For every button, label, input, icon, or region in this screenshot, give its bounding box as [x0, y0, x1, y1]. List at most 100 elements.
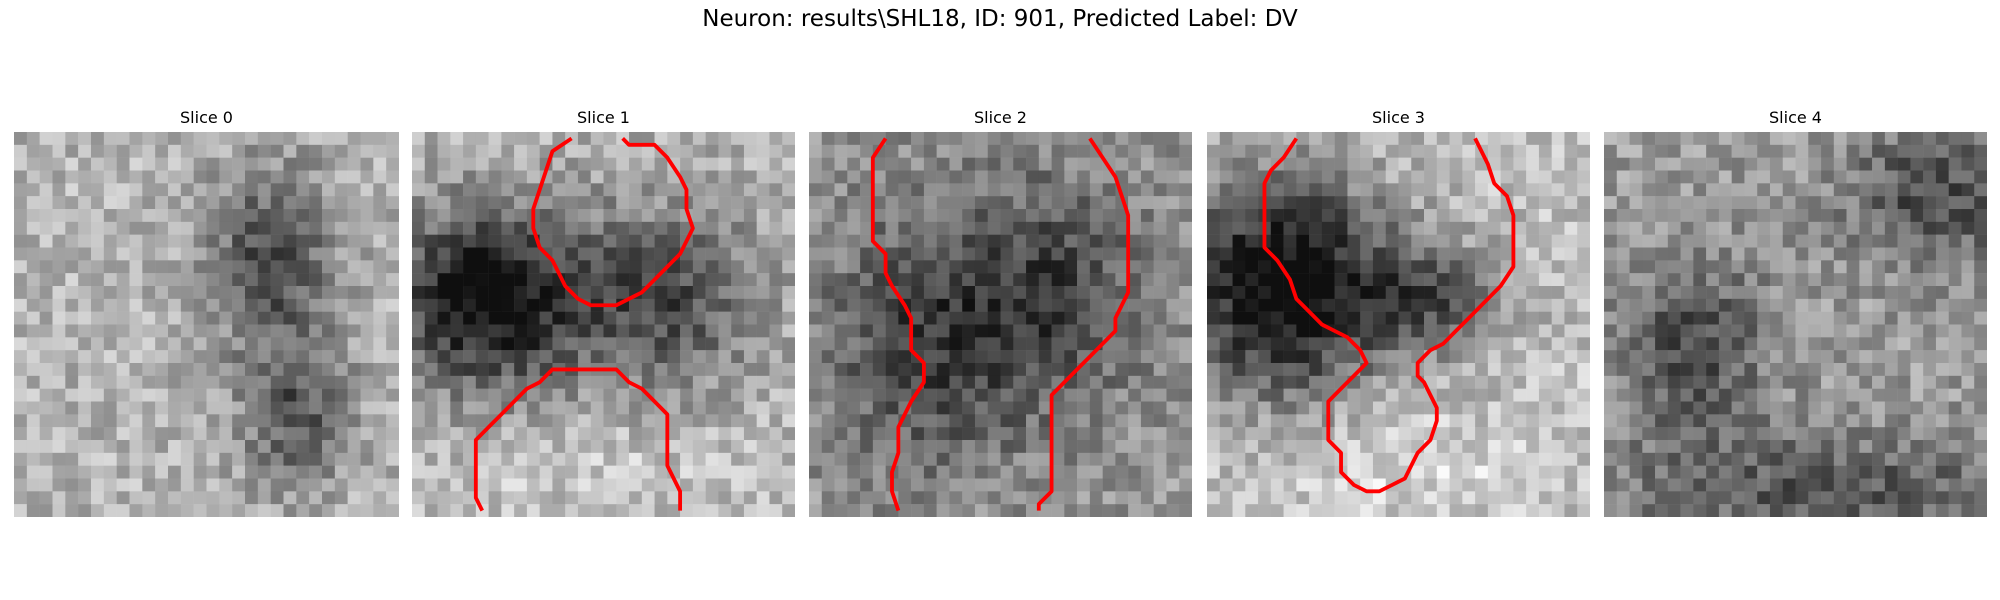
pixel [1897, 209, 1911, 223]
pixel [1038, 388, 1052, 402]
pixel [1513, 504, 1527, 517]
pixel [1166, 221, 1180, 235]
pixel [334, 247, 348, 261]
pixel [257, 440, 271, 454]
pixel [1500, 350, 1514, 364]
pixel [437, 363, 451, 377]
pixel [360, 273, 374, 287]
pixel [1731, 234, 1745, 248]
pixel [1500, 452, 1514, 466]
pixel [103, 196, 117, 210]
pixel [821, 209, 835, 223]
pixel [1974, 144, 1987, 158]
pixel [26, 363, 40, 377]
pixel [782, 414, 795, 428]
pixel [1884, 209, 1898, 223]
pixel [1321, 363, 1335, 377]
pixel [1166, 452, 1180, 466]
pixel [1680, 260, 1694, 274]
pixel [987, 209, 1001, 223]
pixel [1667, 478, 1681, 492]
pixel [1538, 363, 1552, 377]
pixel [603, 491, 617, 505]
pixel [450, 478, 464, 492]
pixel [1884, 324, 1898, 338]
pixel [1179, 196, 1192, 210]
pixel [1219, 427, 1233, 441]
pixel [1153, 363, 1167, 377]
pixel [552, 132, 566, 146]
pixel [1948, 491, 1962, 505]
pixel [245, 221, 259, 235]
pixel [1769, 196, 1783, 210]
pixel [1436, 440, 1450, 454]
pixel [1475, 401, 1489, 415]
pixel [860, 427, 874, 441]
pixel [936, 414, 950, 428]
pixel [1948, 209, 1962, 223]
pixel [616, 144, 630, 158]
pixel [450, 350, 464, 364]
pixel [501, 375, 515, 389]
pixel [1309, 452, 1323, 466]
pixel [514, 273, 528, 287]
pixel [78, 440, 92, 454]
pixel [116, 157, 130, 171]
pixel [1604, 478, 1618, 492]
pixel [129, 170, 143, 184]
pixel [270, 260, 284, 274]
pixel [322, 144, 336, 158]
pixel [949, 440, 963, 454]
pixel [1232, 478, 1246, 492]
pixel [692, 298, 706, 312]
pixel [680, 375, 694, 389]
pixel [1077, 452, 1091, 466]
pixel [1846, 414, 1860, 428]
pixel [962, 478, 976, 492]
pixel [1000, 337, 1014, 351]
pixel [1616, 401, 1630, 415]
pixel [373, 209, 387, 223]
pixel [1526, 311, 1540, 325]
pixel [1821, 260, 1835, 274]
pixel [1219, 157, 1233, 171]
pixel [283, 183, 297, 197]
pixel [91, 350, 105, 364]
pixel [424, 157, 438, 171]
pixel [974, 427, 988, 441]
pixel [386, 491, 399, 505]
pixel [1897, 183, 1911, 197]
pixel [577, 183, 591, 197]
pixel [1680, 388, 1694, 402]
pixel [450, 144, 464, 158]
pixel [1270, 324, 1284, 338]
pixel [565, 388, 579, 402]
pixel [731, 388, 745, 402]
pixel [116, 324, 130, 338]
pixel [1219, 286, 1233, 300]
pixel [52, 478, 66, 492]
pixel [309, 375, 323, 389]
pixel [987, 375, 1001, 389]
pixel [1038, 273, 1052, 287]
pixel [962, 440, 976, 454]
pixel [1449, 440, 1463, 454]
pixel [1513, 478, 1527, 492]
pixel [565, 247, 579, 261]
pixel [936, 478, 950, 492]
pixel [322, 260, 336, 274]
pixel [103, 273, 117, 287]
pixel [1718, 452, 1732, 466]
pixel [52, 491, 66, 505]
pixel [821, 337, 835, 351]
pixel [1013, 401, 1027, 415]
pixel [821, 375, 835, 389]
pixel [1321, 452, 1335, 466]
pixel [14, 337, 28, 351]
pixel [116, 183, 130, 197]
pixel [488, 388, 502, 402]
pixel [360, 234, 374, 248]
pixel [1219, 324, 1233, 338]
pixel [1179, 363, 1192, 377]
pixel [168, 414, 182, 428]
